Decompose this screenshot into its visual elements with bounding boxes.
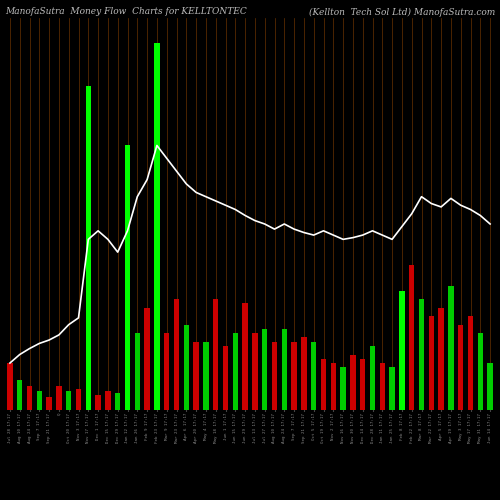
Bar — [242, 304, 248, 410]
Bar — [194, 342, 199, 410]
Bar — [76, 388, 81, 410]
Bar — [46, 397, 52, 410]
Bar — [321, 359, 326, 410]
Bar — [330, 363, 336, 410]
Bar — [262, 329, 268, 410]
Bar — [478, 333, 483, 410]
Bar — [399, 290, 404, 410]
Bar — [134, 333, 140, 410]
Bar — [223, 346, 228, 410]
Bar — [96, 394, 101, 410]
Bar — [340, 368, 346, 410]
Bar — [164, 333, 170, 410]
Bar — [390, 368, 395, 410]
Bar — [448, 286, 454, 410]
Bar — [458, 324, 464, 410]
Bar — [36, 391, 42, 410]
Bar — [272, 342, 277, 410]
Bar — [184, 324, 189, 410]
Bar — [154, 43, 160, 410]
Bar — [438, 308, 444, 410]
Bar — [86, 86, 91, 410]
Bar — [252, 333, 258, 410]
Bar — [488, 363, 493, 410]
Bar — [370, 346, 375, 410]
Bar — [419, 299, 424, 410]
Bar — [144, 308, 150, 410]
Bar — [311, 342, 316, 410]
Bar — [56, 386, 62, 410]
Bar — [409, 265, 414, 410]
Bar — [203, 342, 208, 410]
Bar — [468, 316, 473, 410]
Bar — [17, 380, 22, 410]
Bar — [282, 329, 287, 410]
Bar — [360, 359, 366, 410]
Bar — [174, 299, 179, 410]
Text: (Kellton  Tech Sol Ltd) ManofaSutra.com: (Kellton Tech Sol Ltd) ManofaSutra.com — [309, 8, 495, 16]
Bar — [125, 146, 130, 410]
Bar — [301, 338, 306, 410]
Bar — [380, 363, 385, 410]
Bar — [350, 354, 356, 410]
Bar — [7, 363, 12, 410]
Bar — [428, 316, 434, 410]
Text: ManofaSutra  Money Flow  Charts for KELLTONTEC: ManofaSutra Money Flow Charts for KELLTO… — [5, 8, 247, 16]
Bar — [292, 342, 297, 410]
Bar — [105, 391, 110, 410]
Bar — [115, 393, 120, 410]
Bar — [66, 391, 71, 410]
Bar — [213, 299, 218, 410]
Bar — [27, 386, 32, 410]
Bar — [232, 333, 238, 410]
